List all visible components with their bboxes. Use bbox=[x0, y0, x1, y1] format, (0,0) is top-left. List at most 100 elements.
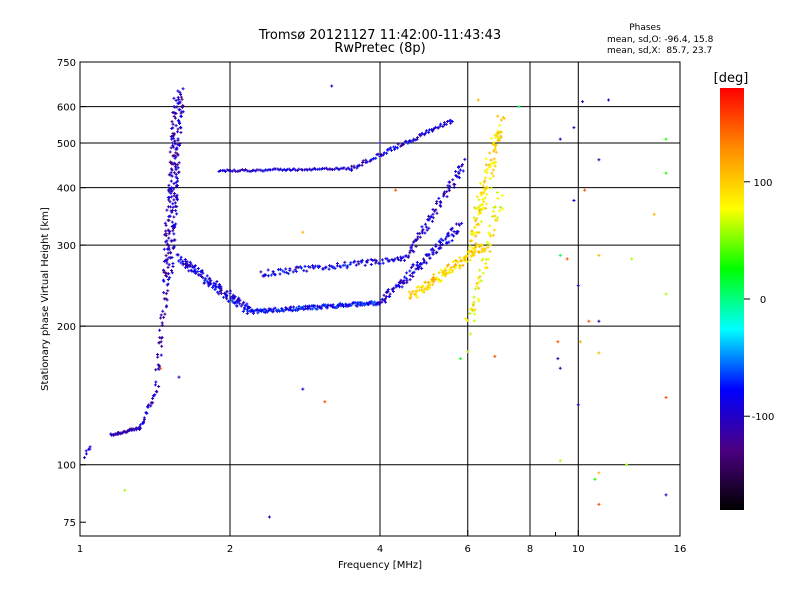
data-point bbox=[378, 300, 382, 304]
data-point bbox=[423, 231, 427, 235]
data-point bbox=[558, 366, 562, 370]
data-point bbox=[269, 307, 273, 311]
data-point bbox=[176, 253, 180, 257]
data-point bbox=[170, 271, 174, 275]
data-point bbox=[178, 122, 182, 126]
data-point bbox=[172, 187, 176, 191]
data-point bbox=[477, 250, 481, 254]
data-point bbox=[297, 265, 301, 269]
data-point bbox=[439, 279, 443, 283]
data-point bbox=[425, 228, 429, 232]
data-point bbox=[391, 286, 395, 290]
data-point bbox=[427, 253, 431, 257]
data-point bbox=[345, 266, 349, 270]
data-point bbox=[420, 262, 424, 266]
data-point bbox=[165, 208, 169, 212]
data-point bbox=[481, 184, 485, 188]
data-point bbox=[387, 295, 391, 299]
data-point bbox=[412, 240, 416, 244]
data-point bbox=[415, 260, 419, 264]
data-point bbox=[171, 154, 175, 158]
data-point bbox=[475, 195, 479, 199]
data-point bbox=[431, 278, 435, 282]
data-point bbox=[230, 299, 234, 303]
data-point bbox=[302, 168, 306, 172]
data-point bbox=[162, 247, 166, 251]
data-point bbox=[171, 144, 175, 148]
data-point bbox=[473, 312, 477, 316]
data-point bbox=[294, 270, 298, 274]
data-point bbox=[597, 502, 601, 506]
data-point bbox=[172, 182, 176, 186]
data-point bbox=[408, 294, 412, 298]
data-point bbox=[180, 97, 184, 101]
data-point bbox=[597, 319, 601, 323]
data-point bbox=[386, 287, 390, 291]
y-axis-label: Stationary phase Virtual Height [km] bbox=[40, 207, 51, 391]
data-point bbox=[583, 188, 587, 192]
data-point bbox=[652, 212, 656, 216]
data-point bbox=[443, 274, 447, 278]
data-point bbox=[463, 258, 467, 262]
data-point bbox=[164, 223, 168, 227]
data-point bbox=[306, 265, 310, 269]
data-point bbox=[241, 302, 245, 306]
data-point bbox=[450, 233, 454, 237]
data-point bbox=[493, 214, 497, 218]
data-point bbox=[170, 195, 174, 199]
data-point bbox=[492, 149, 496, 153]
data-point bbox=[373, 300, 377, 304]
data-point bbox=[489, 158, 493, 162]
data-point bbox=[193, 265, 197, 269]
data-point bbox=[242, 300, 246, 304]
data-point bbox=[187, 264, 191, 268]
data-point bbox=[475, 281, 479, 285]
data-point bbox=[181, 263, 185, 267]
data-point bbox=[164, 234, 168, 238]
data-point bbox=[474, 249, 478, 253]
data-point bbox=[436, 277, 440, 281]
data-point bbox=[201, 271, 205, 275]
data-point bbox=[171, 122, 175, 126]
colorbar-label: [deg] bbox=[714, 71, 749, 86]
data-point bbox=[488, 243, 492, 247]
data-point bbox=[387, 259, 391, 263]
data-point bbox=[444, 122, 448, 126]
data-point bbox=[301, 387, 305, 391]
data-point bbox=[474, 207, 478, 211]
data-point bbox=[175, 105, 179, 109]
data-point bbox=[215, 290, 219, 294]
data-point bbox=[318, 264, 322, 268]
data-point bbox=[223, 169, 227, 173]
data-point bbox=[174, 222, 178, 226]
data-point bbox=[177, 143, 181, 147]
data-point bbox=[153, 393, 157, 397]
data-point bbox=[174, 124, 178, 128]
data-point bbox=[364, 158, 368, 162]
data-point bbox=[423, 222, 427, 226]
data-point bbox=[172, 198, 176, 202]
chart-subtitle: RwPretec (8p) bbox=[334, 41, 425, 56]
data-point bbox=[366, 258, 370, 262]
data-point bbox=[167, 244, 171, 248]
data-point bbox=[447, 240, 451, 244]
data-point bbox=[411, 262, 415, 266]
data-point bbox=[304, 307, 308, 311]
data-point bbox=[388, 292, 392, 296]
data-point bbox=[173, 201, 177, 205]
data-point bbox=[164, 229, 168, 233]
data-point bbox=[247, 305, 251, 309]
data-point bbox=[333, 266, 337, 270]
data-point bbox=[452, 185, 456, 189]
data-point bbox=[173, 116, 177, 120]
data-point bbox=[491, 233, 495, 237]
data-point bbox=[163, 312, 167, 316]
data-point bbox=[301, 230, 305, 234]
colorbar-tick-label: -100 bbox=[752, 412, 775, 423]
data-point bbox=[412, 270, 416, 274]
data-point bbox=[597, 253, 601, 257]
data-point bbox=[473, 219, 477, 223]
data-point bbox=[176, 89, 180, 93]
data-point bbox=[578, 340, 582, 344]
x-tick-label: 16 bbox=[674, 544, 687, 555]
